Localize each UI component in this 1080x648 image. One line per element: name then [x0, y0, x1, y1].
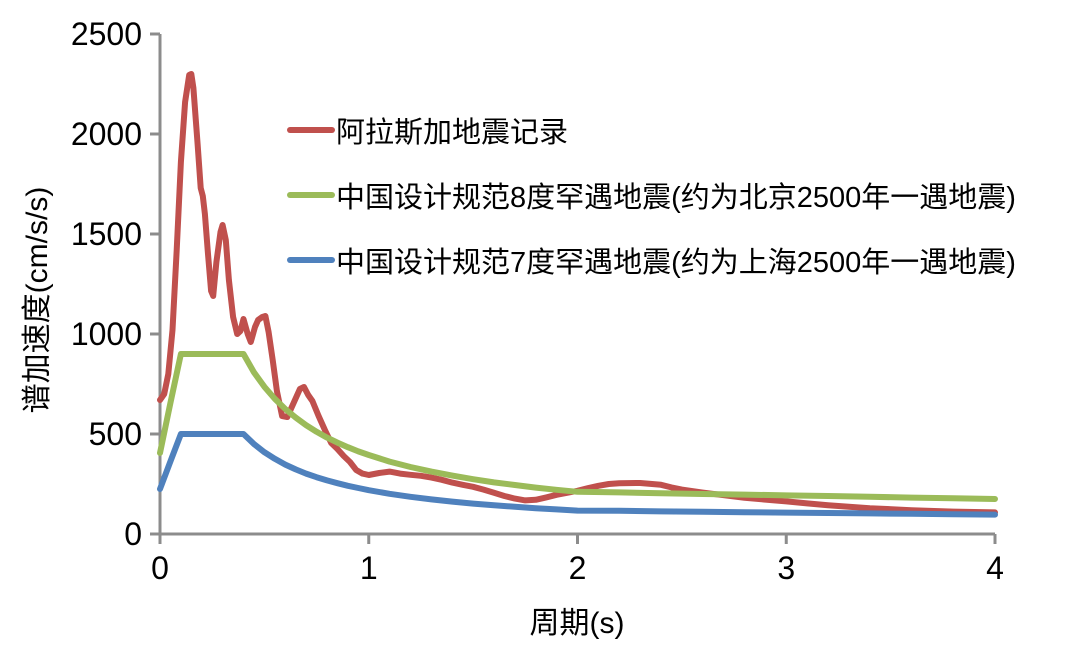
legend-line-swatch-red — [287, 127, 335, 133]
x-tick-label: 1 — [360, 550, 378, 586]
series-line-2 — [157, 431, 998, 518]
legend-item-code-intensity-8: 中国设计规范8度罕遇地震(约为北京2500年一遇地震) — [287, 175, 1016, 215]
x-tick-label: 0 — [151, 550, 169, 586]
y-tick-label: 0 — [124, 516, 142, 552]
series-line-0 — [157, 71, 998, 516]
x-tick-label: 2 — [569, 550, 587, 586]
y-tick-label: 500 — [89, 416, 142, 452]
x-axis-title: 周期(s) — [529, 607, 625, 640]
chart-legend: 阿拉斯加地震记录 中国设计规范8度罕遇地震(约为北京2500年一遇地震) 中国设… — [287, 110, 1016, 305]
series-line-1 — [157, 351, 998, 502]
legend-item-code-intensity-7: 中国设计规范7度罕遇地震(约为上海2500年一遇地震) — [287, 240, 1016, 280]
legend-label: 中国设计规范7度罕遇地震(约为上海2500年一遇地震) — [336, 247, 1016, 279]
legend-line-swatch-green — [287, 192, 335, 198]
legend-label: 中国设计规范8度罕遇地震(约为北京2500年一遇地震) — [336, 182, 1016, 214]
y-tick-label: 2500 — [71, 16, 142, 52]
legend-line-swatch-blue — [287, 257, 335, 263]
y-tick-label: 2000 — [71, 116, 142, 152]
y-tick-label: 1500 — [71, 216, 142, 252]
y-tick-label: 1000 — [71, 316, 142, 352]
x-tick-label: 4 — [986, 550, 1004, 586]
legend-item-alaska-record: 阿拉斯加地震记录 — [287, 110, 1016, 150]
legend-label: 阿拉斯加地震记录 — [336, 117, 569, 149]
y-axis-title: 谱加速度(cm/s/s) — [21, 186, 54, 414]
x-tick-label: 3 — [777, 550, 795, 586]
